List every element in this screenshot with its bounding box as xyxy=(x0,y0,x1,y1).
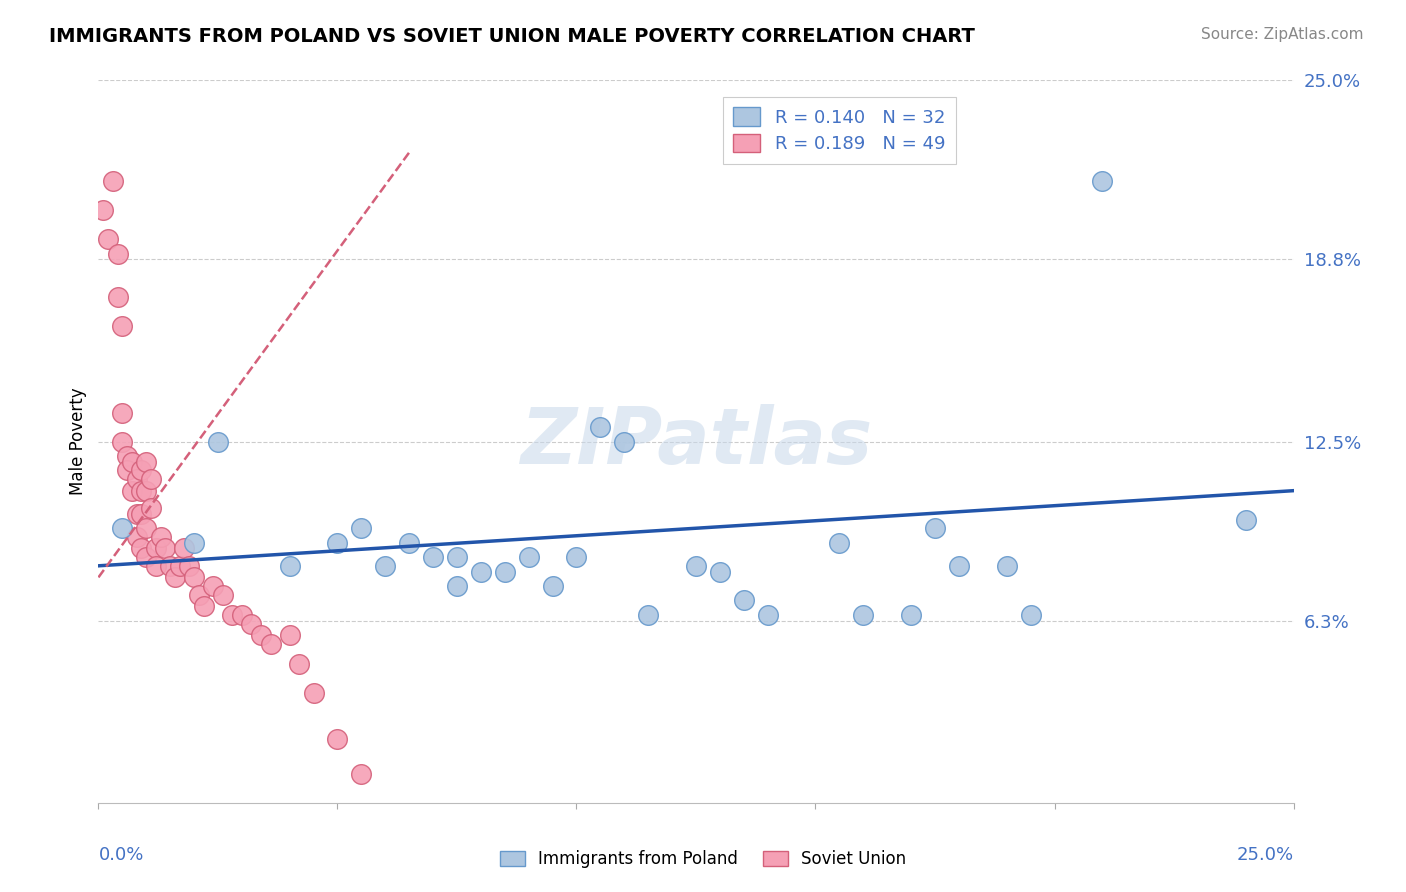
Point xyxy=(302,686,325,700)
Point xyxy=(685,558,707,573)
Point xyxy=(111,434,134,449)
Point xyxy=(565,550,588,565)
Point xyxy=(131,541,153,556)
Point xyxy=(1019,607,1042,622)
Point xyxy=(163,570,186,584)
Y-axis label: Male Poverty: Male Poverty xyxy=(69,388,87,495)
Point xyxy=(494,565,516,579)
Point xyxy=(250,628,273,642)
Point xyxy=(101,174,124,188)
Point xyxy=(259,637,281,651)
Point xyxy=(517,550,540,565)
Point xyxy=(149,530,172,544)
Text: ZIPatlas: ZIPatlas xyxy=(520,403,872,480)
Point xyxy=(145,558,167,573)
Point xyxy=(111,318,134,333)
Point xyxy=(183,570,205,584)
Point xyxy=(135,550,157,565)
Point xyxy=(159,558,181,573)
Point xyxy=(709,565,731,579)
Point xyxy=(924,521,946,535)
Point xyxy=(111,521,134,535)
Text: 25.0%: 25.0% xyxy=(1236,847,1294,864)
Point xyxy=(350,767,373,781)
Legend: Immigrants from Poland, Soviet Union: Immigrants from Poland, Soviet Union xyxy=(494,844,912,875)
Point xyxy=(828,535,851,549)
Point xyxy=(541,579,564,593)
Point xyxy=(422,550,444,565)
Point xyxy=(183,535,205,549)
Point xyxy=(131,507,153,521)
Point xyxy=(125,530,148,544)
Point xyxy=(135,521,157,535)
Legend: R = 0.140   N = 32, R = 0.189   N = 49: R = 0.140 N = 32, R = 0.189 N = 49 xyxy=(723,96,956,164)
Point xyxy=(115,449,138,463)
Point xyxy=(637,607,659,622)
Point xyxy=(231,607,253,622)
Point xyxy=(613,434,636,449)
Point xyxy=(91,203,114,218)
Point xyxy=(1091,174,1114,188)
Text: 0.0%: 0.0% xyxy=(98,847,143,864)
Point xyxy=(207,434,229,449)
Text: IMMIGRANTS FROM POLAND VS SOVIET UNION MALE POVERTY CORRELATION CHART: IMMIGRANTS FROM POLAND VS SOVIET UNION M… xyxy=(49,27,976,45)
Point xyxy=(131,463,153,477)
Text: Source: ZipAtlas.com: Source: ZipAtlas.com xyxy=(1201,27,1364,42)
Point xyxy=(288,657,311,671)
Point xyxy=(326,535,349,549)
Point xyxy=(139,472,162,486)
Point xyxy=(179,558,201,573)
Point xyxy=(97,232,120,246)
Point xyxy=(278,558,301,573)
Point xyxy=(470,565,492,579)
Point xyxy=(900,607,922,622)
Point xyxy=(240,616,263,631)
Point xyxy=(173,541,195,556)
Point xyxy=(121,483,143,498)
Point xyxy=(193,599,215,614)
Point xyxy=(125,472,148,486)
Point xyxy=(756,607,779,622)
Point xyxy=(107,290,129,304)
Point xyxy=(211,588,233,602)
Point xyxy=(398,535,420,549)
Point xyxy=(589,420,612,434)
Point xyxy=(374,558,396,573)
Point xyxy=(135,483,157,498)
Point xyxy=(1234,512,1257,526)
Point xyxy=(852,607,875,622)
Point xyxy=(107,246,129,260)
Point xyxy=(139,501,162,516)
Point xyxy=(221,607,243,622)
Point xyxy=(121,455,143,469)
Point xyxy=(131,483,153,498)
Point xyxy=(326,732,349,747)
Point xyxy=(278,628,301,642)
Point xyxy=(948,558,970,573)
Point xyxy=(125,507,148,521)
Point xyxy=(446,550,468,565)
Point xyxy=(350,521,373,535)
Point xyxy=(187,588,209,602)
Point xyxy=(145,541,167,556)
Point xyxy=(202,579,225,593)
Point xyxy=(446,579,468,593)
Point xyxy=(111,406,134,420)
Point xyxy=(135,455,157,469)
Point xyxy=(733,593,755,607)
Point xyxy=(995,558,1018,573)
Point xyxy=(115,463,138,477)
Point xyxy=(155,541,177,556)
Point xyxy=(169,558,191,573)
